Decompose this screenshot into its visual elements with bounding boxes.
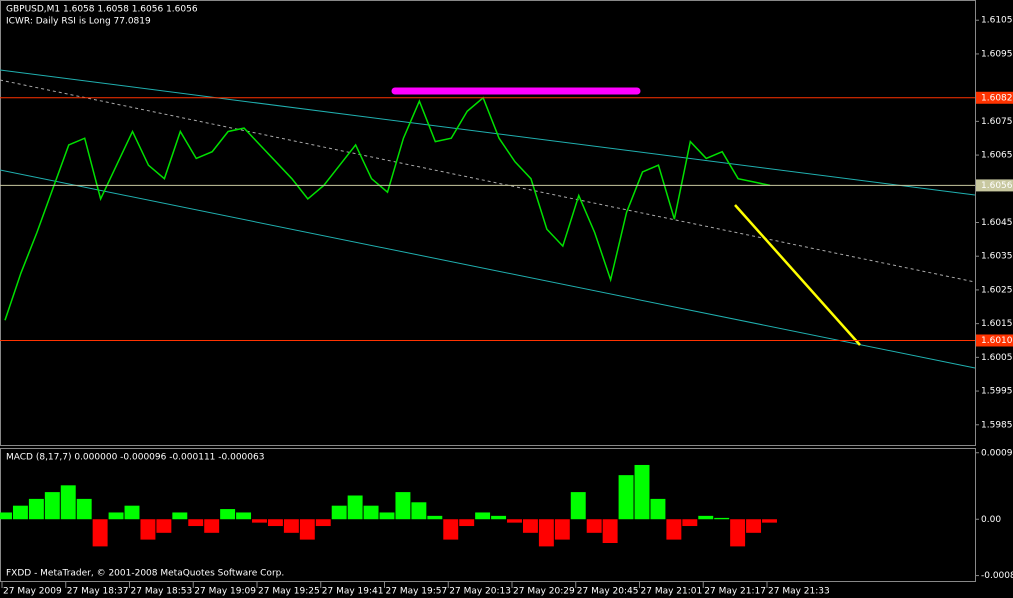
macd-bar <box>762 519 777 523</box>
y-tick-label: 1.5985 <box>981 420 1013 430</box>
mid-line <box>0 79 976 283</box>
macd-bar <box>124 505 140 520</box>
macd-bar <box>172 512 188 520</box>
macd-bar <box>44 492 60 520</box>
y-tick-label: 1.6095 <box>981 49 1013 59</box>
macd-bar <box>220 509 236 520</box>
y-tick-label: 1.6025 <box>981 285 1013 295</box>
macd-bar <box>507 519 522 523</box>
macd-bar <box>12 505 28 520</box>
price-label: 1.6010 <box>981 336 1013 346</box>
y-tick-label: 1.6065 <box>981 151 1013 161</box>
y-tick-label: -0.00083 <box>981 571 1013 581</box>
macd-bar <box>666 519 682 540</box>
macd-bar <box>315 519 331 527</box>
macd-bar <box>459 519 475 527</box>
macd-bar <box>522 519 538 533</box>
y-tick-label: 1.6105 <box>981 16 1013 26</box>
macd-bar <box>538 519 554 547</box>
x-tick-label: 27 May 19:57 <box>386 587 448 597</box>
macd-bar <box>60 485 76 520</box>
macd-bar <box>140 519 156 540</box>
price-label-box <box>976 179 1013 192</box>
macd-bar <box>443 519 459 540</box>
macd-bar <box>730 519 746 547</box>
macd-bar <box>156 519 172 533</box>
x-tick-label: 27 May 21:17 <box>704 587 766 597</box>
price-label: 1.6056 <box>981 181 1013 191</box>
y-tick-label: 0.00098 <box>981 448 1013 458</box>
macd-bar <box>204 519 220 533</box>
macd-bar <box>252 519 267 523</box>
macd-bar <box>395 492 411 520</box>
macd-bar <box>331 505 347 520</box>
main-title: GBPUSD,M1 1.6058 1.6058 1.6056 1.6056 <box>6 5 198 15</box>
macd-bar <box>491 515 507 520</box>
macd-bar <box>0 512 12 520</box>
y-tick-label: 1.6045 <box>981 218 1013 228</box>
price-label: 1.6082 <box>981 93 1013 103</box>
macd-bar <box>299 519 315 540</box>
channel-line <box>0 169 976 369</box>
macd-bar <box>682 519 698 527</box>
price-label-box <box>976 91 1013 104</box>
macd-bar <box>76 498 92 520</box>
macd-bar <box>108 512 124 520</box>
x-tick-label: 27 May 21:33 <box>768 587 830 597</box>
macd-bar <box>475 512 491 520</box>
x-tick-label: 27 May 19:41 <box>322 587 384 597</box>
macd-bar <box>634 464 650 520</box>
macd-bar <box>714 517 730 520</box>
y-tick-label: 0.00 <box>981 515 1001 525</box>
y-tick-label: 1.6005 <box>981 353 1013 363</box>
macd-bar <box>411 502 427 520</box>
x-tick-label: 27 May 18:53 <box>131 587 193 597</box>
subtitle: ICWR: Daily RSI is Long 77.0819 <box>6 17 151 27</box>
macd-bar <box>618 475 634 520</box>
macd-bar <box>586 519 602 533</box>
macd-bar <box>379 512 395 520</box>
x-tick-label: 27 May 18:37 <box>67 587 129 597</box>
x-tick-label: 27 May 20:29 <box>513 587 575 597</box>
macd-bar <box>188 519 204 527</box>
main-panel <box>0 0 976 446</box>
x-tick-label: 27 May 20:45 <box>577 587 639 597</box>
trend-line <box>734 204 861 346</box>
macd-bar <box>570 492 586 520</box>
macd-bar <box>427 515 443 520</box>
x-tick-label: 27 May 21:01 <box>641 587 703 597</box>
y-tick-label: 1.6035 <box>981 252 1013 262</box>
y-tick-label: 1.6075 <box>981 117 1013 127</box>
macd-bar <box>698 515 714 520</box>
macd-bar <box>236 512 252 520</box>
y-tick-label: 1.5995 <box>981 387 1013 397</box>
price-label-box <box>976 334 1013 347</box>
macd-bar <box>92 519 108 547</box>
macd-bar <box>28 498 44 520</box>
channel-line <box>0 69 976 196</box>
y-tick-label: 1.6015 <box>981 319 1013 329</box>
macd-bar <box>602 519 618 543</box>
macd-bar <box>554 519 570 540</box>
footer: FXDD - MetaTrader, © 2001-2008 MetaQuote… <box>6 569 284 579</box>
price-line <box>4 96 771 321</box>
x-tick-label: 27 May 19:25 <box>258 587 320 597</box>
macd-bar <box>746 519 762 533</box>
x-tick-label: 27 May 19:09 <box>194 587 256 597</box>
macd-bar <box>347 495 363 520</box>
macd-title: MACD (8,17,7) 0.000000 -0.000096 -0.0001… <box>6 453 264 463</box>
macd-bar <box>283 519 299 533</box>
macd-bar <box>363 505 379 520</box>
x-tick-label: 27 May 20:13 <box>449 587 511 597</box>
macd-bar <box>267 519 283 527</box>
macd-bar <box>650 498 666 520</box>
x-tick-label: 27 May 2009 <box>3 587 62 597</box>
